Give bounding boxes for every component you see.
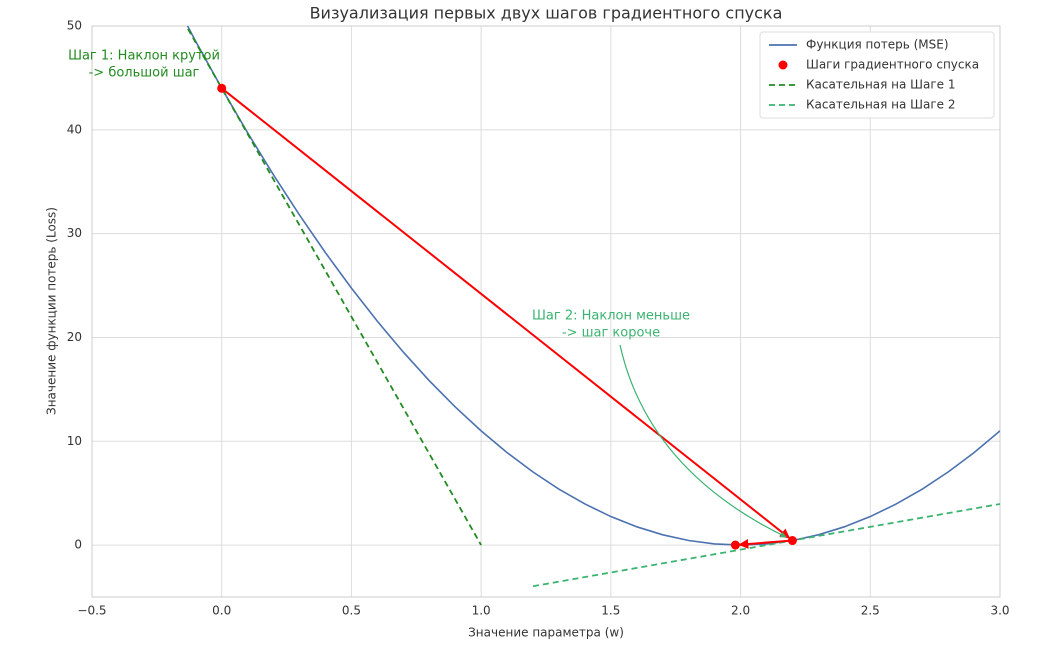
annotation: Шаг 2: Наклон меньше	[532, 309, 690, 324]
x-tick-label: 0.0	[212, 604, 231, 618]
legend-label: Касательная на Шаге 2	[806, 98, 956, 112]
step-arrow	[221, 87, 791, 539]
chart-title: Визуализация первых двух шагов градиентн…	[310, 4, 783, 23]
plot-area	[186, 26, 1000, 588]
x-tick-label: 3.0	[990, 604, 1009, 618]
plot-frame	[91, 25, 1001, 598]
annotation: -> большой шаг	[89, 66, 200, 81]
x-tick-label: 0.5	[342, 604, 361, 618]
annotation: -> шаг короче	[562, 326, 660, 341]
legend-label: Шаги градиентного спуска	[806, 58, 979, 72]
series-line	[187, 28, 482, 546]
x-tick-label: 2.5	[861, 604, 880, 618]
legend-label: Касательная на Шаге 1	[806, 78, 956, 92]
x-tick-label: 1.0	[472, 604, 491, 618]
y-tick-label: 50	[67, 19, 82, 33]
annotation: Шаг 1: Наклон крутой	[68, 49, 220, 64]
series-line	[532, 503, 1000, 588]
x-tick-label: −0.5	[77, 604, 106, 618]
y-axis-label: Значение функции потерь (Loss)	[45, 207, 59, 415]
legend-label: Функция потерь (MSE)	[806, 38, 949, 52]
step-arrow	[738, 539, 793, 550]
x-tick-label: 1.5	[601, 604, 620, 618]
step-point	[787, 536, 797, 546]
legend-marker	[778, 60, 788, 70]
step-point	[217, 83, 227, 93]
y-tick-label: 10	[67, 434, 82, 448]
y-tick-label: 30	[67, 226, 82, 240]
series-line	[186, 26, 1000, 546]
annotation-arrow	[619, 344, 787, 538]
step-point	[730, 540, 740, 550]
y-tick-label: 20	[67, 330, 82, 344]
y-tick-label: 40	[67, 122, 82, 136]
legend-box	[759, 31, 995, 119]
x-axis-label: Значение параметра (w)	[468, 626, 624, 640]
x-tick-label: 2.0	[731, 604, 750, 618]
y-tick-label: 0	[74, 538, 82, 552]
